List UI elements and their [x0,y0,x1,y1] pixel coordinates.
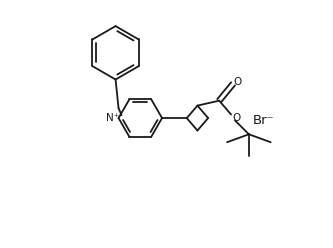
Text: O: O [234,77,242,87]
Text: Br⁻: Br⁻ [253,114,275,126]
Text: O: O [232,114,240,124]
Text: N⁺: N⁺ [106,113,119,123]
